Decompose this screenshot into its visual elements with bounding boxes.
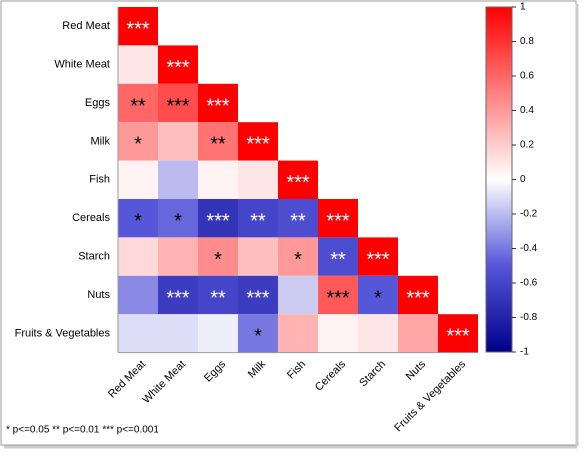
cell bbox=[198, 160, 238, 199]
y-tick-label: Eggs bbox=[85, 97, 111, 109]
cell bbox=[118, 237, 158, 276]
cell bbox=[358, 275, 398, 315]
significance-label: *** bbox=[246, 134, 270, 156]
cell bbox=[398, 275, 438, 315]
colorbar-tick-label: 0.8 bbox=[520, 36, 534, 47]
significance-label: * bbox=[134, 210, 142, 232]
cell bbox=[198, 83, 238, 123]
cell bbox=[118, 83, 158, 123]
significance-label: ** bbox=[210, 287, 226, 309]
cell bbox=[278, 237, 318, 276]
cell bbox=[238, 314, 278, 353]
y-tick-label: Red Meat bbox=[62, 20, 110, 32]
cell bbox=[158, 237, 198, 276]
significance-label: ** bbox=[330, 249, 346, 271]
y-tick-label: White Meat bbox=[54, 59, 110, 71]
colorbar-tick-label: 0.6 bbox=[520, 71, 534, 82]
significance-label: * bbox=[374, 287, 382, 309]
significance-label: *** bbox=[206, 95, 230, 117]
significance-label: *** bbox=[206, 210, 230, 232]
significance-label: * bbox=[214, 249, 222, 271]
significance-label: ** bbox=[250, 210, 266, 232]
cell bbox=[318, 237, 358, 276]
colorbar-tick-label: 1 bbox=[520, 2, 526, 13]
cell bbox=[158, 160, 198, 199]
cell bbox=[158, 314, 198, 353]
significance-label: *** bbox=[326, 287, 350, 309]
significance-label: * bbox=[134, 134, 142, 156]
colorbar-tick-label: 0.2 bbox=[520, 140, 534, 151]
significance-label: *** bbox=[166, 95, 190, 117]
y-tick-label: Nuts bbox=[87, 289, 110, 301]
y-tick-label: Milk bbox=[90, 135, 110, 147]
cell bbox=[238, 122, 278, 161]
cell bbox=[238, 237, 278, 276]
cell bbox=[158, 83, 198, 123]
cell bbox=[118, 122, 158, 161]
cell bbox=[118, 314, 158, 353]
cell bbox=[438, 314, 478, 353]
cell bbox=[118, 275, 158, 315]
cell bbox=[238, 160, 278, 199]
colorbar-tick-label: -0.8 bbox=[520, 312, 538, 323]
cell bbox=[158, 275, 198, 315]
cell bbox=[158, 122, 198, 161]
cell bbox=[278, 314, 318, 353]
significance-label: *** bbox=[326, 210, 350, 232]
y-tick-label: Fish bbox=[89, 174, 110, 186]
significance-label: *** bbox=[166, 287, 190, 309]
cell bbox=[198, 122, 238, 161]
cell bbox=[318, 314, 358, 353]
significance-label: ** bbox=[130, 95, 146, 117]
significance-label: *** bbox=[446, 326, 470, 348]
colorbar bbox=[485, 6, 513, 353]
significance-label: * bbox=[294, 249, 302, 271]
cell bbox=[198, 237, 238, 276]
significance-label: ** bbox=[290, 210, 306, 232]
cell bbox=[238, 199, 278, 238]
significance-label: *** bbox=[166, 57, 190, 79]
colorbar-tick-label: 0.4 bbox=[520, 105, 534, 116]
cell bbox=[398, 314, 438, 353]
cell bbox=[198, 314, 238, 353]
cell bbox=[198, 275, 238, 315]
cell bbox=[318, 275, 358, 315]
cell bbox=[118, 199, 158, 238]
colorbar-tick-label: -0.2 bbox=[520, 209, 538, 220]
cell bbox=[198, 199, 238, 238]
y-tick-label: Cereals bbox=[72, 212, 110, 224]
colorbar-tick-label: -0.4 bbox=[520, 243, 538, 254]
cell bbox=[158, 199, 198, 238]
cell bbox=[278, 160, 318, 199]
significance-label: *** bbox=[126, 18, 150, 40]
y-tick-label: Starch bbox=[78, 251, 110, 263]
significance-label: ** bbox=[210, 134, 226, 156]
cell bbox=[158, 45, 198, 84]
colorbar-tick-label: 0 bbox=[520, 174, 526, 185]
colorbar-tick-label: -1 bbox=[520, 347, 529, 358]
cell bbox=[358, 237, 398, 276]
cell bbox=[238, 275, 278, 315]
cell bbox=[278, 275, 318, 315]
significance-label: *** bbox=[246, 287, 270, 309]
cell bbox=[358, 314, 398, 353]
cell bbox=[118, 45, 158, 84]
cell bbox=[278, 199, 318, 238]
significance-label: * bbox=[254, 326, 262, 348]
footnote: * p<=0.05 ** p<=0.01 *** p<=0.001 bbox=[6, 425, 159, 436]
cell bbox=[118, 160, 158, 199]
cell bbox=[318, 199, 358, 238]
colorbar-tick-label: -0.6 bbox=[520, 278, 538, 289]
significance-label: *** bbox=[406, 287, 430, 309]
y-tick-label: Fruits & Vegetables bbox=[15, 327, 111, 339]
significance-label: *** bbox=[366, 249, 390, 271]
cell bbox=[118, 7, 158, 46]
significance-label: * bbox=[174, 210, 182, 232]
significance-label: *** bbox=[286, 172, 310, 194]
